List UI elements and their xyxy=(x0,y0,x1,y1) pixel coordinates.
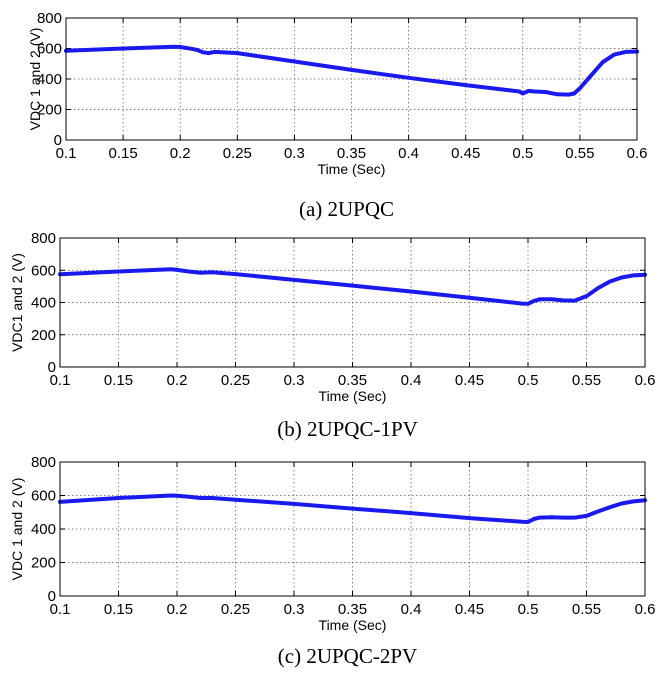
x-tick-label: 0.5 xyxy=(518,601,539,618)
x-tick-label: 0.3 xyxy=(284,145,305,162)
x-tick-label: 0.1 xyxy=(56,145,77,162)
series-line xyxy=(58,267,647,306)
x-tick-label: 0.55 xyxy=(565,145,594,162)
x-tick-label: 0.4 xyxy=(398,145,419,162)
y-tick-label: 800 xyxy=(31,230,56,247)
x-tick-label: 0.2 xyxy=(170,145,191,162)
x-tick-label: 0.25 xyxy=(221,372,250,389)
x-tick-label: 0.25 xyxy=(223,145,252,162)
y-axis-label: VDC1 and 2 (V) xyxy=(9,253,25,352)
x-tick-label: 0.3 xyxy=(284,601,305,618)
x-axis-label: Time (Sec) xyxy=(319,617,387,633)
y-tick-label: 200 xyxy=(37,102,62,119)
y-tick-label: 0 xyxy=(48,359,56,376)
x-tick-label: 0.15 xyxy=(108,145,137,162)
y-tick-label: 600 xyxy=(37,41,62,58)
x-tick-label: 0.55 xyxy=(572,372,601,389)
x-tick-label: 0.5 xyxy=(512,145,533,162)
plot-frame xyxy=(59,237,646,368)
x-tick-label: 0.6 xyxy=(635,372,656,389)
x-axis-label: Time (Sec) xyxy=(319,388,387,404)
series-line xyxy=(58,493,647,524)
x-tick-label: 0.15 xyxy=(104,372,133,389)
x-tick-label: 0.45 xyxy=(455,372,484,389)
x-tick-label: 0.2 xyxy=(167,601,188,618)
x-tick-label: 0.4 xyxy=(401,372,422,389)
x-tick-label: 0.25 xyxy=(221,601,250,618)
x-tick-label: 0.1 xyxy=(50,601,71,618)
y-tick-label: 400 xyxy=(31,295,56,312)
x-tick-label: 0.6 xyxy=(635,601,656,618)
panel-caption: (b) 2UPQC-1PV xyxy=(277,417,418,441)
plot-frame xyxy=(59,461,646,597)
y-tick-label: 800 xyxy=(37,10,62,27)
y-tick-label: 0 xyxy=(48,588,56,605)
y-tick-label: 200 xyxy=(31,327,56,344)
plot-frame xyxy=(65,17,638,141)
panel-caption: (a) 2UPQC xyxy=(299,197,394,221)
y-tick-label: 200 xyxy=(31,555,56,572)
x-tick-label: 0.35 xyxy=(337,145,366,162)
y-tick-label: 600 xyxy=(31,262,56,279)
x-tick-label: 0.35 xyxy=(338,601,367,618)
x-tick-label: 0.15 xyxy=(104,601,133,618)
y-axis-label: VDC 1 and 2 (V) xyxy=(9,478,25,581)
panel-caption: (c) 2UPQC-2PV xyxy=(278,644,417,668)
x-tick-label: 0.4 xyxy=(401,601,422,618)
x-axis-label: Time (Sec) xyxy=(318,161,386,177)
y-tick-label: 800 xyxy=(31,454,56,471)
x-tick-label: 0.55 xyxy=(572,601,601,618)
x-tick-label: 0.5 xyxy=(518,372,539,389)
y-tick-label: 0 xyxy=(54,132,62,149)
y-axis-label: VDC 1 and 2 (V) xyxy=(27,28,43,131)
y-tick-label: 400 xyxy=(37,71,62,88)
x-tick-label: 0.35 xyxy=(338,372,367,389)
x-tick-label: 0.45 xyxy=(451,145,480,162)
x-tick-label: 0.1 xyxy=(50,372,71,389)
x-tick-label: 0.6 xyxy=(627,145,648,162)
y-tick-label: 600 xyxy=(31,488,56,505)
x-tick-label: 0.3 xyxy=(284,372,305,389)
series-line xyxy=(64,44,639,97)
x-tick-label: 0.45 xyxy=(455,601,484,618)
x-tick-label: 0.2 xyxy=(167,372,188,389)
y-tick-label: 400 xyxy=(31,521,56,538)
